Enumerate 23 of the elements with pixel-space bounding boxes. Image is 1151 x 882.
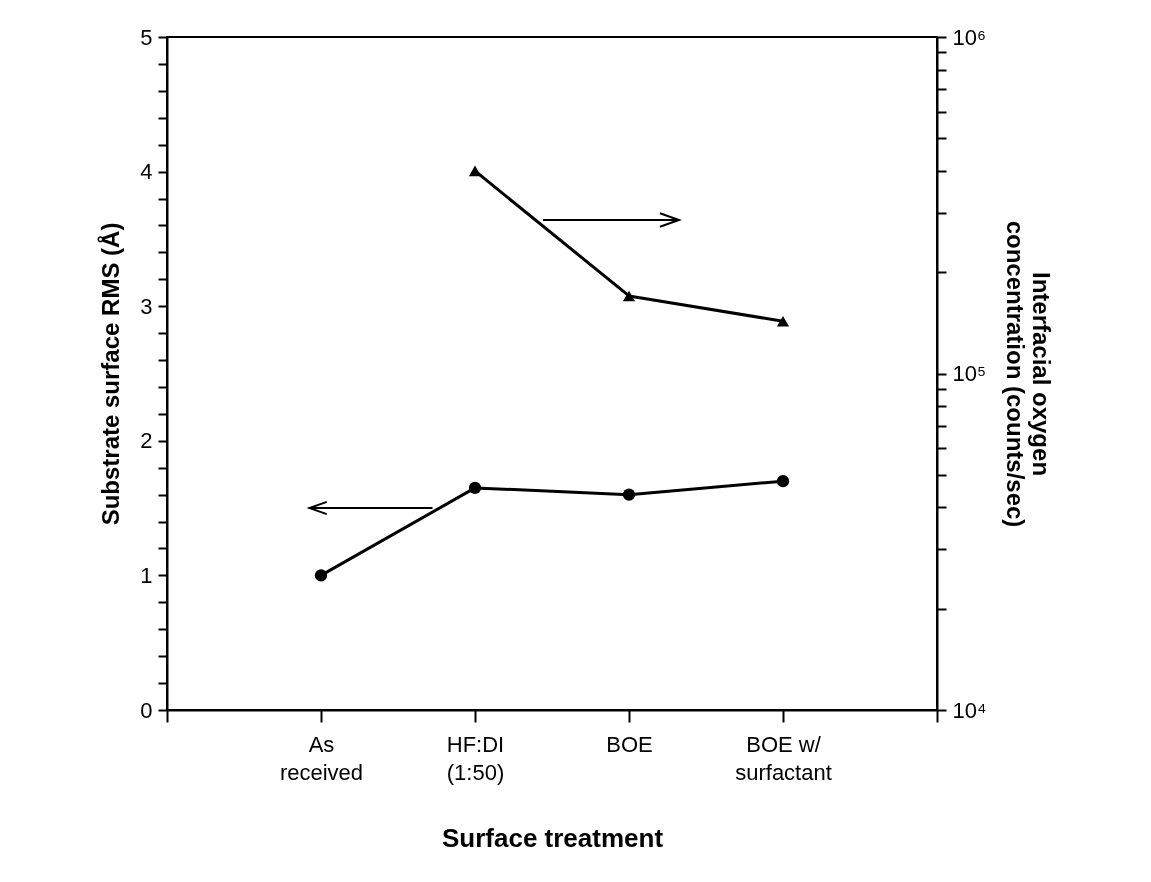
x-tick-label: BOE w/ surfactant	[735, 731, 832, 785]
x-tick-label: HF:DI (1:50)	[446, 731, 505, 785]
point	[622, 488, 636, 501]
point	[776, 315, 790, 327]
y2-axis-title: Interfacial oxygen concentration (counts/sec)	[1002, 220, 1056, 528]
point	[622, 290, 636, 302]
y-tick-label: 0	[140, 697, 153, 723]
y-tick-label: 4	[140, 159, 153, 185]
y-tick-label: 5	[140, 24, 153, 50]
x-axis-title: Surface treatment	[441, 822, 664, 853]
y-axis-title: Substrate surface RMS (Å)	[97, 222, 125, 526]
y-tick-label: 3	[140, 293, 153, 319]
y-tick-label: 2	[140, 428, 153, 454]
y2-tick-label: 10⁶	[952, 24, 987, 50]
point	[468, 165, 482, 177]
point	[314, 569, 328, 582]
x-tick-label: As received	[279, 731, 364, 785]
y2-tick-label: 10⁴	[952, 697, 987, 723]
point	[776, 475, 790, 488]
x-tick-label: BOE	[606, 731, 653, 757]
y2-tick-label: 10⁵	[952, 361, 987, 386]
y-tick-label: 1	[140, 562, 153, 588]
point	[468, 481, 482, 495]
